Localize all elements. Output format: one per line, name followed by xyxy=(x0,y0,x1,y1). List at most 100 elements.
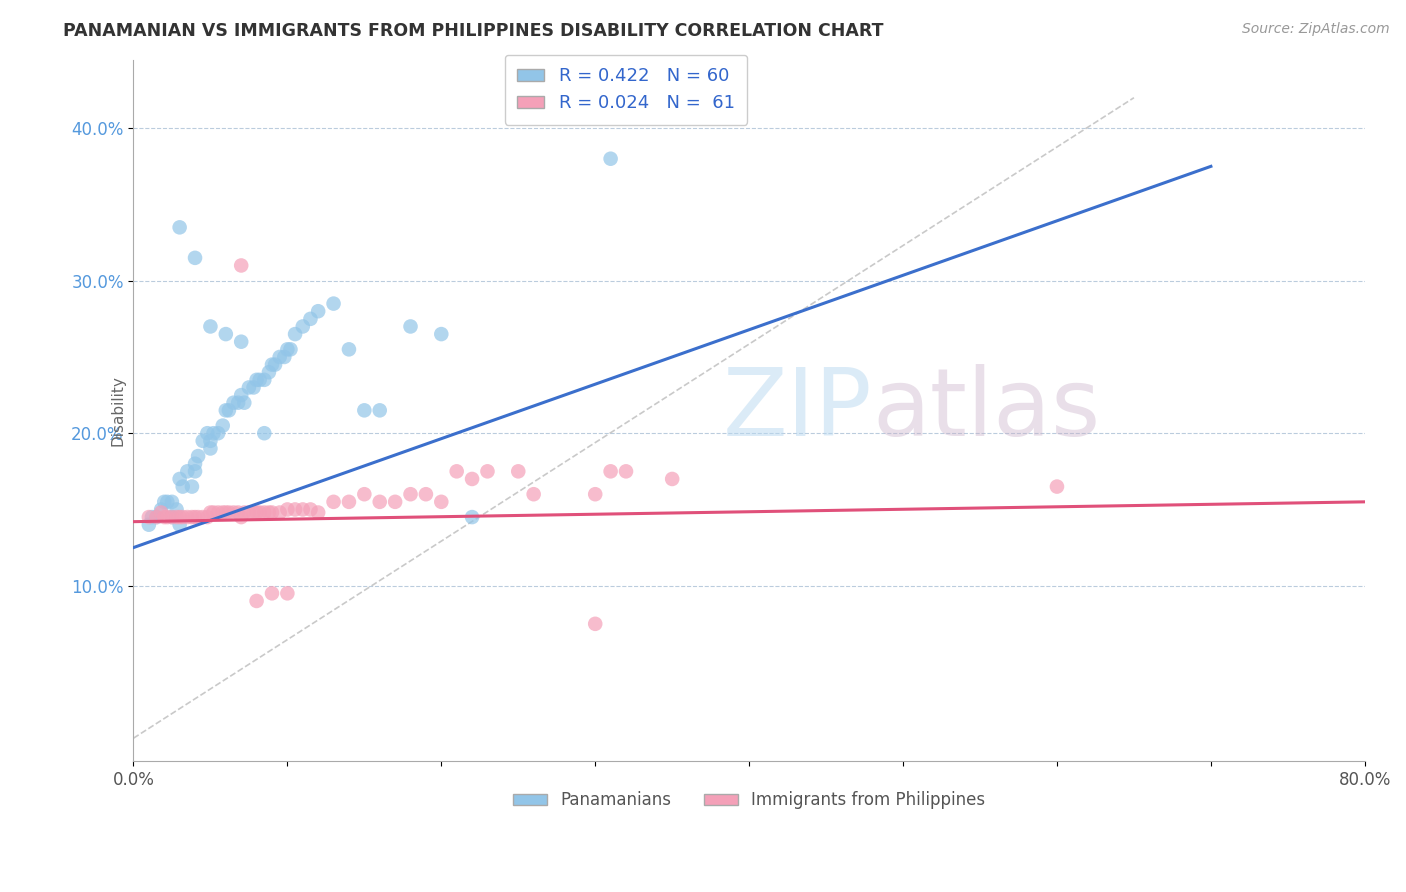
Point xyxy=(415,487,437,501)
Point xyxy=(160,510,183,524)
Text: PANAMANIAN VS IMMIGRANTS FROM PHILIPPINES DISABILITY CORRELATION CHART: PANAMANIAN VS IMMIGRANTS FROM PHILIPPINE… xyxy=(63,22,884,40)
Point xyxy=(211,418,233,433)
Point xyxy=(202,426,225,441)
Point xyxy=(233,395,256,409)
Point xyxy=(169,472,191,486)
Text: atlas: atlas xyxy=(872,364,1101,457)
Point xyxy=(200,442,222,456)
Point xyxy=(145,510,167,524)
Point xyxy=(242,380,264,394)
Point xyxy=(399,319,422,334)
Point xyxy=(215,327,238,342)
Text: Source: ZipAtlas.com: Source: ZipAtlas.com xyxy=(1241,22,1389,37)
Point xyxy=(322,296,344,310)
Point xyxy=(191,434,214,448)
Point xyxy=(226,395,249,409)
Text: ZIP: ZIP xyxy=(723,364,872,457)
Point xyxy=(207,426,229,441)
Point xyxy=(284,327,307,342)
Point xyxy=(138,517,160,532)
Point xyxy=(200,319,222,334)
Point xyxy=(264,358,287,372)
Point xyxy=(276,502,298,516)
Point xyxy=(160,495,183,509)
Point xyxy=(222,506,245,520)
Point xyxy=(399,487,422,501)
Point xyxy=(176,464,198,478)
Point xyxy=(280,343,302,357)
Point xyxy=(200,434,222,448)
Point xyxy=(368,403,391,417)
Point xyxy=(322,495,344,509)
Point xyxy=(430,327,453,342)
Point xyxy=(172,510,194,524)
Point xyxy=(269,350,291,364)
Point xyxy=(260,358,283,372)
Point xyxy=(273,350,295,364)
Point xyxy=(583,616,606,631)
Point xyxy=(202,506,225,520)
Point xyxy=(257,365,280,379)
Point xyxy=(166,510,188,524)
Point xyxy=(218,506,240,520)
Point xyxy=(253,373,276,387)
Point xyxy=(172,480,194,494)
Point xyxy=(233,506,256,520)
Point xyxy=(226,506,249,520)
Point xyxy=(169,517,191,532)
Point xyxy=(184,464,207,478)
Point xyxy=(211,506,233,520)
Point xyxy=(1046,480,1069,494)
Point xyxy=(181,510,204,524)
Point xyxy=(523,487,546,501)
Point xyxy=(215,403,238,417)
Y-axis label: Disability: Disability xyxy=(110,375,125,446)
Point xyxy=(169,510,191,524)
Point xyxy=(461,510,484,524)
Point xyxy=(249,373,271,387)
Point xyxy=(276,586,298,600)
Point xyxy=(260,586,283,600)
Point xyxy=(238,506,260,520)
Point xyxy=(160,510,183,524)
Point xyxy=(242,506,264,520)
Point xyxy=(207,506,229,520)
Point xyxy=(231,510,253,524)
Point xyxy=(353,487,375,501)
Point xyxy=(215,506,238,520)
Point xyxy=(191,510,214,524)
Point xyxy=(461,472,484,486)
Point xyxy=(291,502,314,516)
Legend: Panamanians, Immigrants from Philippines: Panamanians, Immigrants from Philippines xyxy=(506,785,991,816)
Point xyxy=(187,510,209,524)
Point xyxy=(307,506,329,520)
Point xyxy=(291,319,314,334)
Point xyxy=(253,506,276,520)
Point xyxy=(307,304,329,318)
Point xyxy=(181,480,204,494)
Point xyxy=(299,311,322,326)
Point xyxy=(156,495,179,509)
Point xyxy=(246,594,269,608)
Point xyxy=(249,506,271,520)
Point xyxy=(269,506,291,520)
Point xyxy=(184,251,207,265)
Point xyxy=(231,334,253,349)
Point xyxy=(150,506,173,520)
Point xyxy=(238,380,260,394)
Point xyxy=(599,464,621,478)
Point xyxy=(138,510,160,524)
Point xyxy=(368,495,391,509)
Point xyxy=(187,449,209,463)
Point xyxy=(337,495,360,509)
Point xyxy=(195,510,218,524)
Point xyxy=(200,506,222,520)
Point xyxy=(446,464,468,478)
Point xyxy=(156,510,179,524)
Point xyxy=(246,506,269,520)
Point xyxy=(150,502,173,516)
Point xyxy=(218,403,240,417)
Point xyxy=(583,487,606,501)
Point xyxy=(166,502,188,516)
Point xyxy=(614,464,637,478)
